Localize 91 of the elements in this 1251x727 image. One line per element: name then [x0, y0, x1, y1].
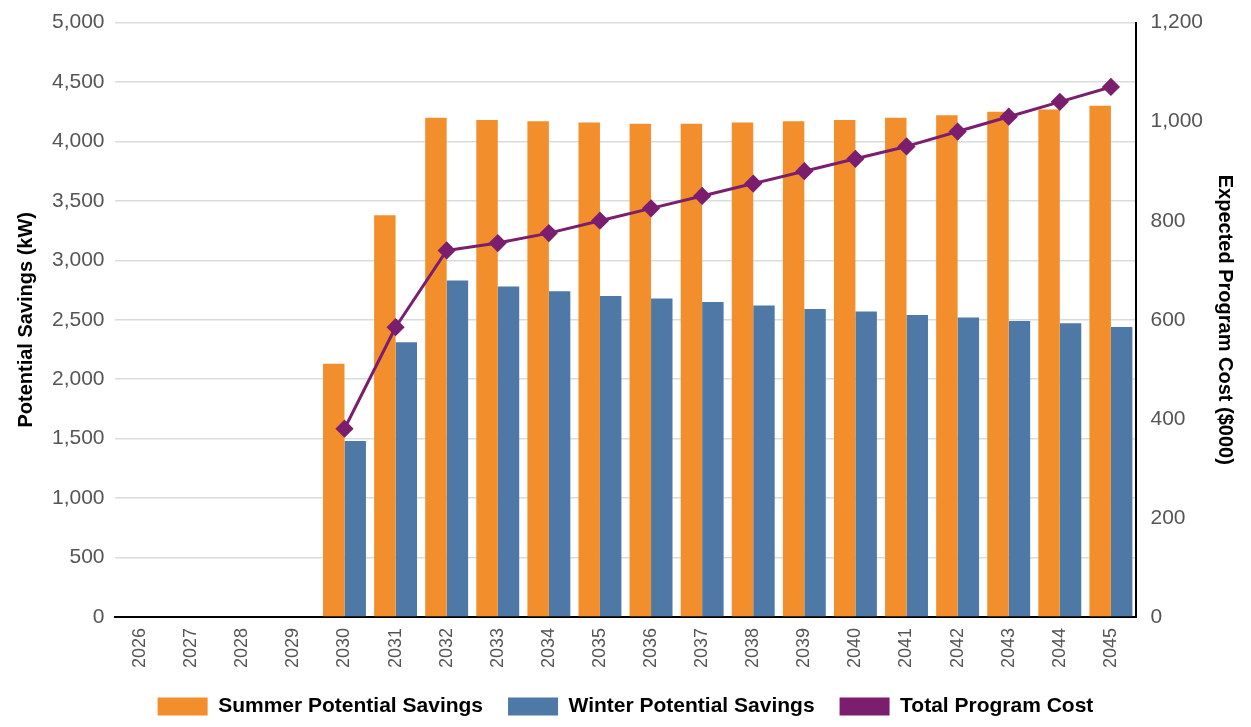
point — [1000, 108, 1018, 126]
x-tick-label: 2037 — [691, 627, 712, 668]
bar — [651, 298, 673, 617]
y-axis-title: Potential Savings (kW) — [13, 211, 36, 428]
bar — [885, 117, 907, 617]
y-tick-label: 4,500 — [51, 68, 105, 92]
point — [489, 234, 507, 252]
y2-tick-label: 400 — [1150, 405, 1186, 429]
y-tick-label: 3,000 — [51, 247, 105, 271]
x-tick-label: 2035 — [588, 627, 609, 668]
point — [744, 175, 762, 193]
x-tick-label: 2036 — [640, 627, 661, 668]
bar — [425, 117, 447, 617]
y2-tick-label: 200 — [1150, 504, 1186, 528]
bar — [578, 122, 600, 617]
bar — [446, 280, 469, 617]
x-tick-label: 2042 — [946, 627, 967, 668]
bar — [497, 286, 520, 617]
bar — [1110, 326, 1133, 617]
point — [898, 137, 916, 155]
legend-label: Summer Potential Savings — [218, 693, 484, 717]
bar — [833, 120, 856, 617]
bar — [987, 111, 1009, 617]
x-tick-label: 2028 — [231, 627, 252, 668]
bar — [855, 311, 877, 617]
bar — [548, 291, 571, 617]
bar — [395, 342, 418, 617]
point — [846, 150, 864, 168]
point — [1102, 78, 1120, 96]
y2-tick-label: 0 — [1150, 603, 1163, 627]
x-tick-label: 2026 — [129, 627, 150, 668]
point — [1051, 93, 1069, 111]
x-tick-label: 2031 — [384, 627, 405, 668]
x-tick-label: 2045 — [1099, 627, 1120, 668]
x-tick-label: 2043 — [997, 627, 1018, 668]
bar — [599, 296, 622, 617]
bar — [936, 115, 958, 617]
bar — [702, 301, 724, 617]
bar — [1059, 323, 1082, 617]
y-tick-label: 500 — [69, 544, 105, 568]
point — [591, 212, 609, 230]
y2-tick-label: 800 — [1150, 207, 1186, 231]
y-tick-label: 3,500 — [51, 187, 105, 211]
point — [540, 224, 558, 242]
x-tick-label: 2033 — [486, 627, 507, 668]
bar — [1089, 105, 1111, 617]
x-tick-label: 2038 — [742, 627, 763, 668]
bar — [680, 123, 703, 617]
x-tick-label: 2039 — [793, 627, 814, 668]
y-tick-label: 4,000 — [51, 128, 105, 152]
y-tick-label: 2,000 — [51, 366, 105, 390]
x-tick-label: 2044 — [1048, 627, 1069, 668]
y-tick-label: 0 — [92, 603, 105, 627]
bar — [629, 123, 652, 617]
x-tick-label: 2027 — [180, 627, 201, 668]
bar — [1038, 109, 1060, 617]
y-tick-label: 5,000 — [51, 9, 105, 33]
point — [438, 241, 456, 259]
y-tick-label: 1,000 — [51, 484, 105, 508]
bar — [323, 363, 345, 617]
legend-label: Winter Potential Savings — [568, 693, 815, 717]
y2-tick-label: 1,000 — [1150, 108, 1204, 132]
bar — [782, 121, 805, 617]
x-tick-label: 2041 — [895, 627, 916, 668]
bar — [906, 315, 928, 617]
y2-axis-title: Expected Program Cost ($000) — [1215, 174, 1238, 465]
x-tick-label: 2040 — [844, 627, 865, 668]
x-tick-label: 2029 — [282, 627, 303, 668]
point — [387, 318, 405, 336]
y-tick-label: 1,500 — [51, 425, 105, 449]
point — [335, 420, 353, 438]
bar — [527, 121, 549, 617]
x-tick-label: 2032 — [435, 627, 456, 668]
bar — [344, 441, 366, 617]
point — [642, 199, 660, 217]
point — [693, 187, 711, 205]
bar — [1008, 320, 1031, 617]
y2-tick-label: 600 — [1150, 306, 1186, 330]
point — [795, 162, 813, 180]
bar — [731, 122, 754, 617]
x-tick-label: 2030 — [333, 627, 354, 668]
bar — [804, 309, 826, 617]
bar — [957, 317, 980, 617]
bar — [753, 305, 775, 617]
y2-tick-label: 1,200 — [1150, 9, 1204, 33]
point — [949, 123, 967, 141]
legend-label: Total Program Cost — [900, 693, 1094, 717]
y-tick-label: 2,500 — [51, 306, 105, 330]
bar — [476, 120, 498, 617]
x-tick-label: 2034 — [537, 627, 558, 668]
bar — [374, 215, 396, 617]
